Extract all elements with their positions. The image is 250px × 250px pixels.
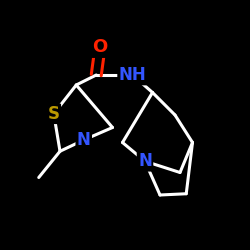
Text: N: N [138,152,152,170]
Text: S: S [48,105,60,123]
Text: NH: NH [119,66,146,84]
Text: O: O [92,38,108,56]
Text: N: N [77,131,91,149]
